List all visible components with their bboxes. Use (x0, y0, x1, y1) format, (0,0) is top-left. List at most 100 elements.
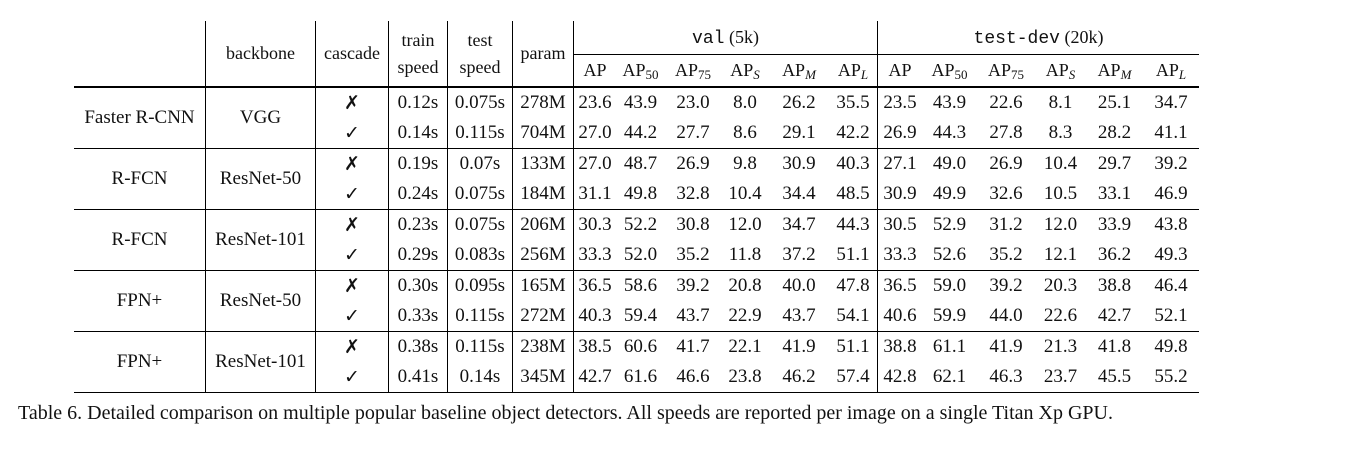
cascade-header: cascade (315, 21, 389, 87)
val-metric-3-header: APS (721, 54, 769, 87)
testdev-metric-cell: 44.0 (989, 305, 1023, 326)
val-metric-cell: 36.5 (573, 270, 616, 301)
val-metric-cell: 40.3 (578, 305, 612, 326)
val-metric-cell: 51.1 (829, 331, 878, 362)
table-row: R-FCN ResNet-50 ✗ 0.19s 0.07s 133M 27.0 48.7 26.… (74, 148, 1199, 210)
val-metric-cell: 29.1 (782, 122, 816, 143)
val-metric-cell: 35.5 (829, 86, 878, 118)
testdev-metric-4-header: APM (1086, 54, 1143, 87)
val-metric-cell: 40.3 (829, 148, 878, 179)
val-metric-cell: 40.0 (769, 270, 829, 301)
table-row: Faster R-CNN VGG ✗ 0.12s 0.075s 278M 23.6 43.9 2… (74, 86, 1199, 149)
cascade-cell: ✓ (315, 179, 389, 210)
testdev-metric-cell: 43.8 (1143, 209, 1199, 240)
val-metric-cell: 48.5 (829, 179, 878, 210)
train-speed-cell: 0.30s (388, 270, 448, 301)
testdev-metric-cell: 33.1 (1097, 183, 1132, 204)
test-speed-cell: 0.083s (447, 240, 513, 271)
val-metric-cell: 57.4 (829, 362, 878, 393)
val-metric-cell: 54.1 (829, 301, 878, 332)
param-cell: 272M (512, 301, 574, 332)
testdev-metric-3-header: APS (1035, 54, 1086, 87)
testdev-group-count: (20k) (1064, 26, 1104, 47)
train-speed-header-line2: speed (397, 56, 439, 77)
val-metric-cell: 41.7 (665, 331, 721, 362)
param-cell: 345M (512, 362, 574, 393)
val-metric-cell: 43.7 (782, 305, 816, 326)
testdev-metric-cell: 29.7 (1086, 148, 1143, 179)
testdev-metric-cell: 40.6 (883, 305, 917, 326)
table-body: Faster R-CNN VGG ✗ 0.12s 0.075s 278M 23.6 43.9 2… (74, 86, 1199, 393)
testdev-metric-cell: 30.9 (883, 183, 917, 204)
test-speed-cell: 0.075s (447, 179, 513, 210)
testdev-metric-cell: 49.9 (932, 183, 967, 204)
testdev-metric-cell: 12.0 (1035, 209, 1086, 240)
metric-base: AP (622, 60, 646, 80)
val-metric-cell: 52.2 (616, 209, 665, 240)
test-speed-cell: 0.14s (447, 362, 513, 393)
train-speed-cell: 0.29s (388, 240, 448, 271)
metric-base: AP (1155, 60, 1179, 80)
val-metric-cell: 35.2 (676, 244, 710, 265)
val-metric-0-header: AP (573, 54, 616, 87)
cascade-cell: ✗ (315, 86, 389, 118)
train-speed-header: train speed (388, 21, 448, 87)
val-metric-cell: 8.6 (733, 122, 757, 143)
backbone-cell: ResNet-50 (205, 148, 316, 210)
testdev-metric-cell: 62.1 (922, 362, 977, 393)
val-metric-cell: 46.2 (769, 362, 829, 393)
testdev-metric-cell: 42.8 (877, 362, 922, 393)
testdev-metric-2-header: AP75 (977, 54, 1035, 87)
testdev-group-name: test-dev (973, 28, 1060, 49)
val-metric-cell: 41.9 (769, 331, 829, 362)
val-metric-4-header: APM (769, 54, 829, 87)
train-speed-header-line1: train (401, 29, 435, 50)
testdev-metric-cell: 41.1 (1154, 122, 1188, 143)
train-speed-cell: 0.19s (388, 148, 448, 179)
backbone-cell: ResNet-101 (205, 209, 316, 271)
param-cell: 133M (512, 148, 574, 179)
testdev-metric-cell: 39.2 (1143, 148, 1199, 179)
metric-base: AP (674, 60, 698, 80)
val-metric-cell: 27.0 (573, 148, 616, 179)
val-metric-cell: 27.0 (578, 122, 612, 143)
metric-base: AP (782, 60, 806, 80)
testdev-metric-cell: 26.9 (977, 148, 1035, 179)
val-metric-cell: 34.4 (782, 183, 816, 204)
metric-base: AP (888, 60, 912, 80)
testdev-metric-cell: 45.5 (1086, 362, 1143, 393)
testdev-metric-cell: 12.1 (1043, 244, 1078, 265)
val-metric-cell: 26.2 (769, 86, 829, 118)
train-speed-cell: 0.38s (388, 331, 448, 362)
testdev-metric-cell: 31.2 (977, 209, 1035, 240)
metric-subscript: M (1121, 67, 1132, 82)
testdev-metric-cell: 52.9 (922, 209, 977, 240)
val-metric-cell: 39.2 (665, 270, 721, 301)
table-row: ✓ 0.24s 0.075s 184M 31.1 49.8 32.8 10.4 34.4 48.5… (74, 179, 1199, 210)
testdev-metric-cell: 39.2 (977, 270, 1035, 301)
param-cell: 278M (512, 86, 574, 118)
val-metric-cell: 11.8 (728, 244, 762, 265)
test-speed-cell: 0.115s (447, 331, 513, 362)
testdev-metric-cell: 10.4 (1035, 148, 1086, 179)
testdev-metric-cell: 52.1 (1154, 305, 1188, 326)
table-row: ✓ 0.33s 0.115s 272M 40.3 59.4 43.7 22.9 43.7 54.1… (74, 301, 1199, 332)
test-speed-header-line1: test (467, 29, 493, 50)
testdev-metric-cell: 34.7 (1143, 86, 1199, 118)
testdev-metric-cell: 30.5 (877, 209, 922, 240)
metric-subscript: 75 (698, 67, 711, 82)
metric-subscript-text: L (1178, 67, 1187, 82)
testdev-metric-cell: 46.4 (1143, 270, 1199, 301)
metric-subscript-text: M (805, 67, 816, 82)
val-group-header: val (5k) (573, 21, 878, 55)
testdev-metric-cell: 49.8 (1143, 331, 1199, 362)
detector-cell: Faster R-CNN (74, 86, 206, 149)
cascade-cell: ✓ (315, 118, 389, 149)
val-metric-cell: 23.8 (721, 362, 769, 393)
metric-subscript-text: M (1120, 67, 1132, 82)
val-metric-cell: 46.6 (665, 362, 721, 393)
val-metric-cell: 22.9 (728, 305, 762, 326)
val-metric-cell: 30.3 (573, 209, 616, 240)
testdev-metric-cell: 49.3 (1154, 244, 1188, 265)
testdev-metric-cell: 23.7 (1035, 362, 1086, 393)
